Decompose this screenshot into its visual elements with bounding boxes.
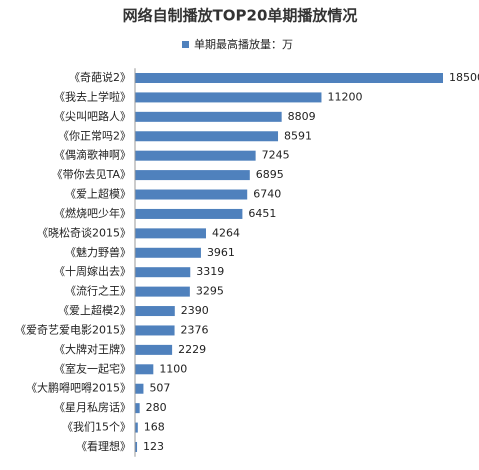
y-tick-label: 《魅力野兽》: [65, 245, 131, 259]
bar: [135, 325, 175, 336]
data-label: 3295: [196, 285, 224, 298]
y-tick-label: 《看理想》: [76, 439, 131, 453]
y-tick-label: 《奇葩说2》: [69, 70, 131, 84]
data-label: 507: [149, 382, 170, 395]
bar: [135, 228, 206, 239]
y-tick-label: 《爱上超模2》: [58, 303, 131, 317]
legend-swatch: [182, 41, 189, 48]
data-label: 280: [146, 401, 167, 414]
bar: [135, 286, 190, 297]
y-tick-label: 《我们15个》: [62, 420, 131, 434]
data-label: 1100: [159, 362, 187, 375]
bar: [135, 306, 175, 317]
data-label: 2376: [181, 323, 209, 336]
data-label: 4264: [212, 226, 240, 239]
y-tick-label: 《偶滴歌神啊》: [54, 148, 131, 162]
legend-label: 单期最高播放量：万: [194, 37, 293, 51]
data-label: 2229: [178, 343, 206, 356]
bar: [135, 364, 154, 375]
y-tick-label: 《流行之王》: [65, 284, 131, 298]
y-tick-label: 《晓松奇谈2015》: [37, 225, 131, 239]
data-label: 2390: [181, 304, 209, 317]
data-label: 3961: [207, 246, 235, 259]
bar: [135, 189, 248, 200]
data-label: 8591: [284, 129, 312, 142]
data-label: 123: [143, 440, 164, 453]
y-tick-label: 《爱上超模》: [65, 187, 131, 201]
bar: [135, 111, 282, 122]
y-tick-label: 《十周嫁出去》: [54, 264, 131, 278]
data-label: 6740: [253, 188, 281, 201]
data-label: 6451: [248, 207, 276, 220]
data-label: 11200: [327, 90, 362, 103]
y-tick-label: 《我去上学啦》: [54, 89, 131, 103]
data-label: 6895: [256, 168, 284, 181]
y-tick-label: 《大牌对王牌》: [54, 342, 131, 356]
bar: [135, 73, 443, 83]
y-tick-label: 《爱奇艺爱电影2015》: [15, 323, 131, 336]
data-label: 18500: [449, 71, 479, 84]
y-tick-label: 《尖叫吧路人》: [54, 110, 131, 123]
y-tick-label: 《大鹏嘚吧嘚2015》: [26, 381, 131, 395]
bar: [135, 150, 256, 161]
bar: [135, 170, 250, 181]
bar: [135, 131, 279, 142]
data-label: 7245: [262, 149, 290, 162]
y-tick-label: 《燃烧吧少年》: [54, 206, 131, 220]
bar: [135, 383, 144, 394]
bar: [135, 208, 243, 219]
bar: [135, 247, 201, 258]
y-tick-label: 《带你去见TA》: [52, 168, 131, 181]
y-tick-label: 《你正常吗2》: [58, 129, 131, 142]
data-label: 8809: [288, 110, 316, 123]
y-tick-label: 《室友一起宅》: [54, 361, 131, 375]
bar: [135, 441, 138, 452]
bar: [135, 344, 173, 355]
data-label: 3319: [196, 265, 224, 278]
y-tick-label: 《星月私房话》: [54, 401, 131, 414]
data-label: 168: [144, 421, 165, 434]
bar: [135, 403, 140, 414]
bar: [135, 422, 138, 433]
chart-title: 网络自制播放TOP20单期播放情况: [123, 7, 358, 25]
bar: [135, 267, 191, 278]
bar: [135, 92, 322, 103]
